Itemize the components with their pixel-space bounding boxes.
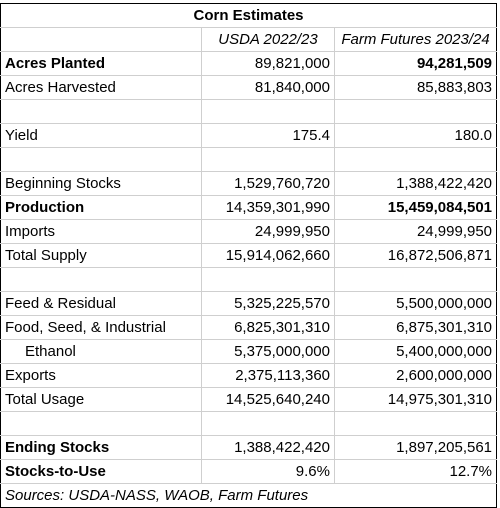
spacer-row [0,99,498,124]
row-label: Stocks-to-Use [0,459,202,484]
table-row: Beginning Stocks 1,529,760,720 1,388,422,4… [0,171,498,196]
usda-value: 9.6% [201,459,335,484]
title-row: Corn Estimates [0,3,498,28]
table-row: Ethanol 5,375,000,000 5,400,000,000 [0,339,498,364]
row-label [0,411,202,436]
row-label: Total Usage [0,387,202,412]
farm-futures-value: 24,999,950 [333,219,498,244]
source-row: Sources: USDA-NASS, WAOB, Farm Futures [0,483,498,508]
farm-futures-value: 1,897,205,561 [333,435,498,460]
row-label [0,267,202,292]
usda-value: 175.4 [201,123,335,148]
usda-value: 1,388,422,420 [201,435,335,460]
farm-futures-value: 12.7% [333,459,498,484]
row-label: Beginning Stocks [0,171,202,196]
usda-value: 89,821,000 [201,51,335,76]
farm-futures-value: 85,883,803 [333,75,498,100]
row-label: Production [0,195,202,220]
row-label: Yield [0,123,202,148]
farm-futures-value: 6,875,301,310 [333,315,498,340]
row-label: Acres Harvested [0,75,202,100]
table-row: Stocks-to-Use 9.6% 12.7% [0,459,498,484]
usda-value: 81,840,000 [201,75,335,100]
farm-futures-value: 5,400,000,000 [333,339,498,364]
farm-futures-value: 94,281,509 [333,51,498,76]
table-row: Total Supply 15,914,062,660 16,872,506,871 [0,243,498,268]
row-label: Imports [0,219,202,244]
usda-value: 5,375,000,000 [201,339,335,364]
header-usda-2022-23: USDA 2022/23 [201,27,335,52]
farm-futures-value: 15,459,084,501 [333,195,498,220]
spacer-row [0,411,498,436]
row-label: Exports [0,363,202,388]
spacer-row [0,267,498,292]
row-label: Ethanol [0,339,202,364]
farm-futures-value [333,99,498,124]
table-row: Total Usage 14,525,640,240 14,975,301,310 [0,387,498,412]
farm-futures-value: 16,872,506,871 [333,243,498,268]
row-label: Food, Seed, & Industrial [0,315,202,340]
farm-futures-value [333,411,498,436]
row-label: Feed & Residual [0,291,202,316]
usda-value: 15,914,062,660 [201,243,335,268]
source-note: Sources: USDA-NASS, WAOB, Farm Futures [0,483,498,508]
spacer-row [0,147,498,172]
table-body: Corn Estimates USDA 2022/23 Farm Futures… [0,3,498,508]
usda-value: 5,325,225,570 [201,291,335,316]
usda-value: 2,375,113,360 [201,363,335,388]
usda-value [201,99,335,124]
usda-value [201,147,335,172]
corn-estimates-table: Corn Estimates USDA 2022/23 Farm Futures… [0,3,498,508]
farm-futures-value: 180.0 [333,123,498,148]
usda-value: 6,825,301,310 [201,315,335,340]
usda-value: 24,999,950 [201,219,335,244]
corn-estimates-table-wrapper: Corn Estimates USDA 2022/23 Farm Futures… [0,3,498,508]
row-label [0,147,202,172]
usda-value: 14,359,301,990 [201,195,335,220]
table-row: Exports 2,375,113,360 2,600,000,000 [0,363,498,388]
usda-value: 14,525,640,240 [201,387,335,412]
table-title: Corn Estimates [0,3,498,28]
row-label: Acres Planted [0,51,202,76]
row-label [0,99,202,124]
table-row: Feed & Residual 5,325,225,570 5,500,000,00… [0,291,498,316]
farm-futures-value [333,147,498,172]
table-row: Food, Seed, & Industrial 6,825,301,310 6,8… [0,315,498,340]
table-row: Yield 175.4 180.0 [0,123,498,148]
usda-value: 1,529,760,720 [201,171,335,196]
table-row: Imports 24,999,950 24,999,950 [0,219,498,244]
farm-futures-value: 1,388,422,420 [333,171,498,196]
row-label: Total Supply [0,243,202,268]
row-label: Ending Stocks [0,435,202,460]
table-row: Acres Planted 89,821,000 94,281,509 [0,51,498,76]
farm-futures-value: 2,600,000,000 [333,363,498,388]
table-row: Acres Harvested 81,840,000 85,883,803 [0,75,498,100]
header-label-cell [0,27,202,52]
farm-futures-value: 5,500,000,000 [333,291,498,316]
usda-value [201,411,335,436]
usda-value [201,267,335,292]
header-row: USDA 2022/23 Farm Futures 2023/24 [0,27,498,52]
farm-futures-value: 14,975,301,310 [333,387,498,412]
table-row: Production 14,359,301,990 15,459,084,501 [0,195,498,220]
header-farm-futures-2023-24: Farm Futures 2023/24 [333,27,498,52]
table-row: Ending Stocks 1,388,422,420 1,897,205,561 [0,435,498,460]
farm-futures-value [333,267,498,292]
